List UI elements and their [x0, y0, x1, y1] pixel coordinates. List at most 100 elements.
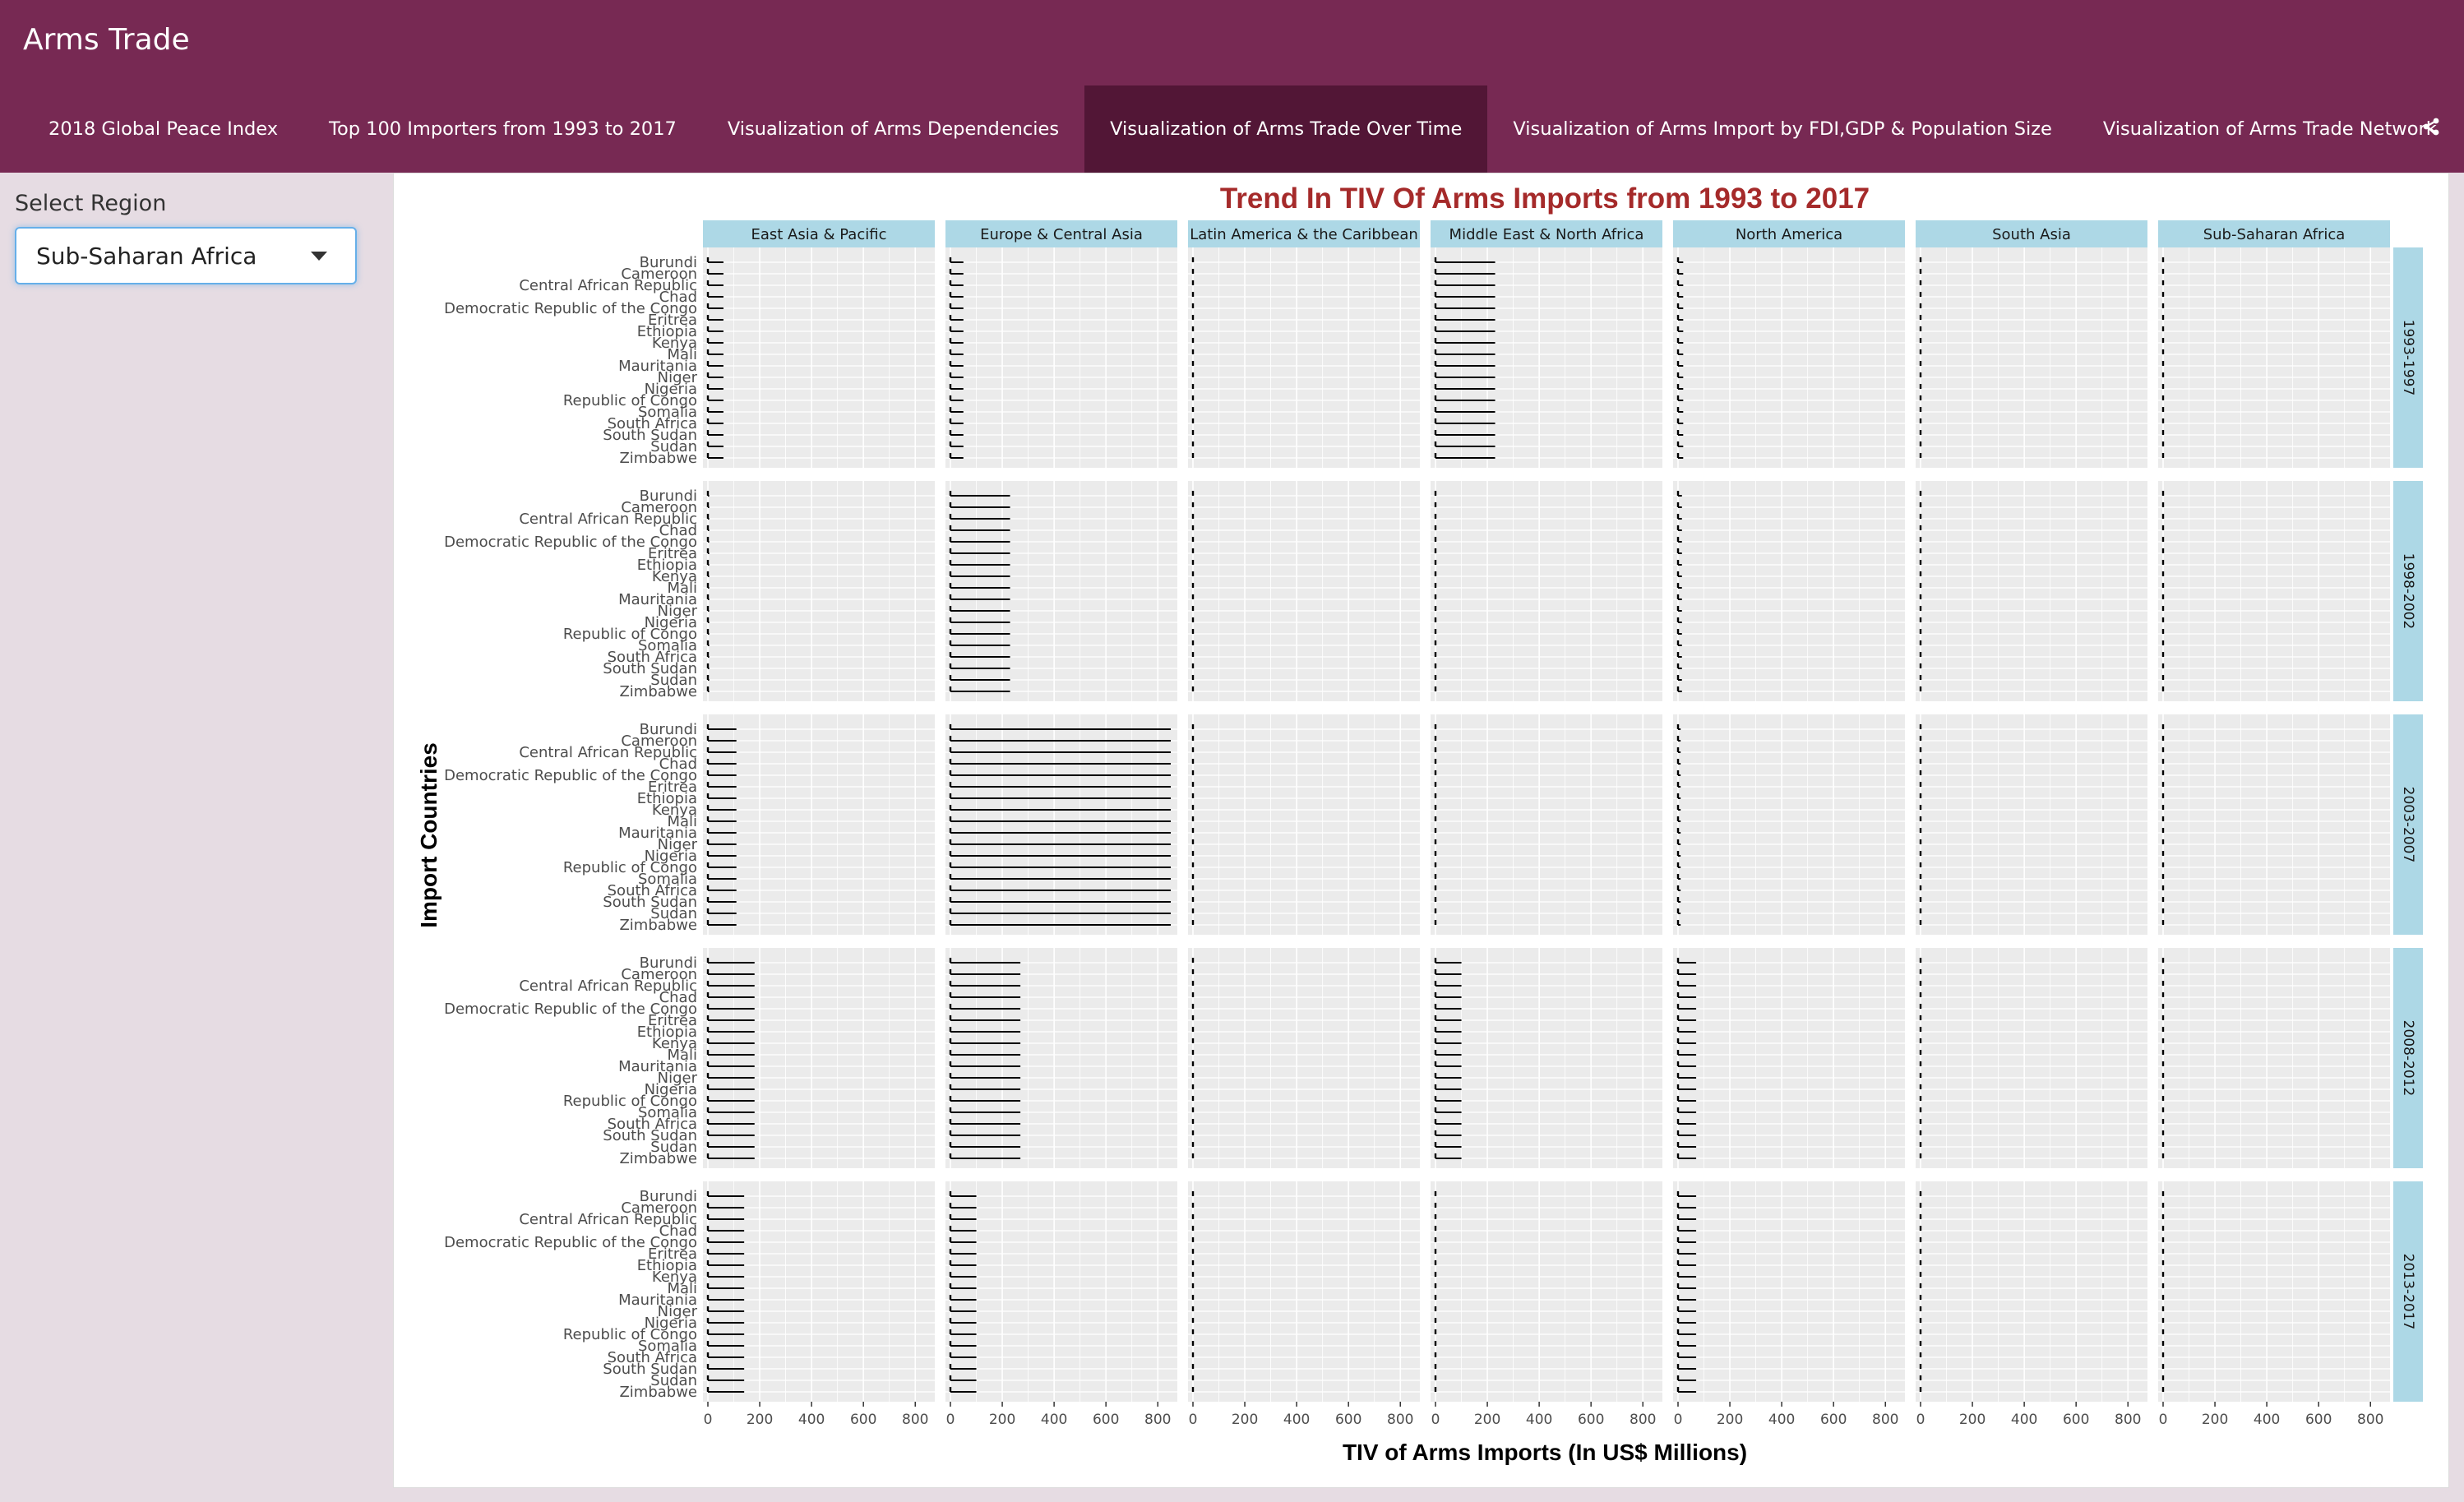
x-tick-label: 600: [2063, 1412, 2089, 1428]
y-tick-label: Sudan: [650, 438, 697, 455]
x-tick-label: 400: [798, 1412, 825, 1428]
tab-global-peace-index[interactable]: 2018 Global Peace Index: [49, 118, 279, 140]
facet-panel: [945, 247, 1177, 468]
facet-strip-row: [2393, 714, 2423, 935]
y-tick-label: Kenya: [652, 335, 697, 352]
y-tick-label: Zimbabwe: [619, 1384, 697, 1401]
y-tick-label: Democratic Republic of the Congo: [444, 767, 697, 784]
y-tick-label: South Sudan: [603, 1127, 697, 1144]
x-tick-label: 600: [1820, 1412, 1847, 1428]
facet-strip-label: Sub-Saharan Africa: [2203, 226, 2346, 243]
y-tick-label: Cameroon: [621, 966, 697, 983]
y-tick-label: South Africa: [608, 649, 697, 666]
tab-top-100-importers[interactable]: Top 100 Importers from 1993 to 2017: [329, 118, 677, 140]
y-tick-label: Ethiopia: [637, 1024, 697, 1041]
facet-panel: [1431, 948, 1662, 1168]
y-tick-label: Niger: [658, 836, 698, 853]
facet-strip-row: [2393, 481, 2423, 701]
y-tick-label: Burundi: [640, 1188, 697, 1205]
y-tick-label: South Africa: [608, 1116, 697, 1133]
y-tick-label: Nigeria: [645, 1315, 697, 1332]
y-tick-label: Ethiopia: [637, 790, 697, 807]
sidebar: Select Region Sub-Saharan Africa: [0, 173, 377, 1502]
y-tick-label: Republic of Congo: [563, 626, 697, 643]
tab-arms-trade-over-time[interactable]: Visualization of Arms Trade Over Time: [1084, 85, 1488, 173]
y-tick-label: Democratic Republic of the Congo: [444, 300, 697, 317]
region-select[interactable]: Sub-Saharan Africa: [15, 227, 357, 284]
facet-strip-column: [1188, 220, 1420, 247]
facet-strip-column: [703, 220, 935, 247]
facet-panel: [2158, 247, 2390, 468]
facet-panel: [1916, 948, 2147, 1168]
y-tick-label: Nigeria: [645, 381, 697, 398]
y-tick-label: Ethiopia: [637, 323, 697, 340]
y-tick-label: Sudan: [650, 1372, 697, 1389]
y-tick-label: Eritrea: [648, 1012, 697, 1029]
facet-panel: [2158, 948, 2390, 1168]
facet-panel: [1673, 247, 1905, 468]
x-tick-label: 800: [1872, 1412, 1898, 1428]
facet-panel: [1673, 481, 1905, 701]
app-title: Arms Trade: [23, 23, 190, 57]
x-tick-label: 0: [704, 1412, 713, 1428]
facet-panel: [703, 714, 935, 935]
y-tick-label: Central African Republic: [519, 277, 697, 294]
x-tick-label: 0: [1431, 1412, 1440, 1428]
facet-strip-label: North America: [1736, 226, 1842, 243]
y-tick-label: Burundi: [640, 721, 697, 738]
y-tick-label: Mali: [667, 813, 697, 830]
x-tick-label: 200: [1474, 1412, 1500, 1428]
y-tick-label: Eritrea: [648, 312, 697, 329]
x-tick-label: 200: [747, 1412, 773, 1428]
y-tick-label: Ethiopia: [637, 557, 697, 574]
y-tick-label: South Sudan: [603, 427, 697, 444]
x-tick-label: 800: [1630, 1412, 1656, 1428]
x-tick-label: 400: [1283, 1412, 1310, 1428]
y-tick-label: Kenya: [652, 1035, 697, 1052]
y-tick-label: Burundi: [640, 488, 697, 505]
facet-panel: [703, 948, 935, 1168]
y-tick-label: Democratic Republic of the Congo: [444, 534, 697, 551]
y-tick-label: Burundi: [640, 254, 697, 271]
facet-strip-row: [2393, 247, 2423, 468]
y-tick-label: Zimbabwe: [619, 450, 697, 467]
tab-fdi-gdp-population[interactable]: Visualization of Arms Import by FDI,GDP …: [1513, 118, 2052, 140]
y-tick-label: Kenya: [652, 568, 697, 585]
y-tick-label: Republic of Congo: [563, 859, 697, 876]
y-tick-label: South Africa: [608, 415, 697, 432]
facet-strip-label: Latin America & the Caribbean: [1190, 226, 1418, 243]
y-tick-label: Mauritania: [618, 1058, 697, 1075]
x-tick-label: 600: [1578, 1412, 1604, 1428]
y-tick-label: Sudan: [650, 672, 697, 689]
facet-panel: [1916, 1181, 2147, 1402]
y-tick-label: Chad: [659, 756, 697, 773]
facet-strip-column: [945, 220, 1177, 247]
tab-arms-dependencies[interactable]: Visualization of Arms Dependencies: [727, 118, 1060, 140]
facet-panel: [1916, 481, 2147, 701]
y-tick-label: Nigeria: [645, 614, 697, 631]
x-tick-label: 200: [989, 1412, 1015, 1428]
facet-panel: [1916, 714, 2147, 935]
x-tick-label: 400: [1041, 1412, 1067, 1428]
y-tick-label: Chad: [659, 522, 697, 539]
y-tick-label: Mauritania: [618, 825, 697, 842]
y-tick-label: Burundi: [640, 954, 697, 972]
x-tick-label: 600: [1093, 1412, 1119, 1428]
y-tick-label: Eritrea: [648, 545, 697, 562]
y-tick-label: South Sudan: [603, 1361, 697, 1378]
tab-arms-trade-network[interactable]: Visualization of Arms Trade Network: [2102, 118, 2437, 140]
facet-panel: [1188, 1181, 1420, 1402]
ridgeline-chart: Trend In TIV Of Arms Imports from 1993 t…: [416, 183, 2423, 1465]
facet-panel: [1431, 714, 1662, 935]
y-tick-label: South Sudan: [603, 894, 697, 911]
select-region-label: Select Region: [15, 191, 167, 216]
share-icon[interactable]: [2421, 117, 2441, 136]
facet-panel: [703, 247, 935, 468]
x-tick-label: 0: [1916, 1412, 1925, 1428]
facet-strip-column: [1431, 220, 1662, 247]
x-tick-label: 200: [2202, 1412, 2228, 1428]
y-tick-label: Kenya: [652, 802, 697, 819]
y-tick-label: South Africa: [608, 1349, 697, 1366]
y-tick-label: Mauritania: [618, 591, 697, 608]
y-tick-label: Niger: [658, 369, 698, 386]
